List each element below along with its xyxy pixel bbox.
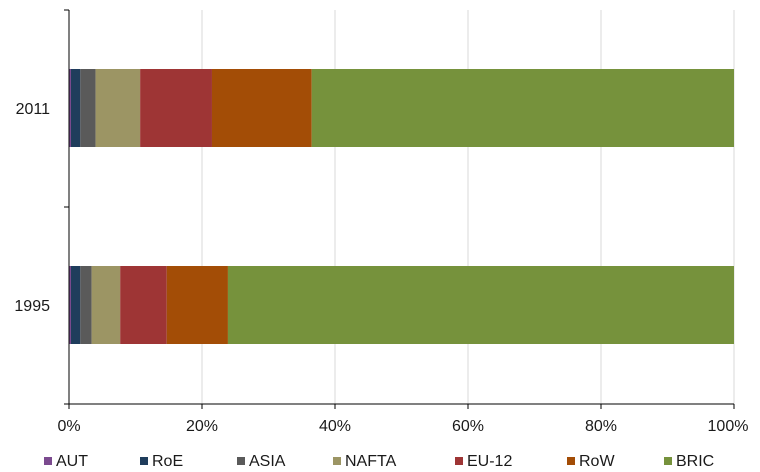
y-tick-labels: 2011 1995 <box>14 101 50 315</box>
bar-segment-eu-12-2011 <box>140 69 212 147</box>
legend-label: EU-12 <box>467 453 512 470</box>
bar-segment-nafta-1995 <box>91 266 121 344</box>
legend-label: RoW <box>579 453 615 470</box>
legend-swatch <box>567 457 575 465</box>
bar-segment-asia-1995 <box>80 266 92 344</box>
bar-segment-roe-2011 <box>70 69 81 147</box>
x-tick-label: 20% <box>186 418 218 435</box>
legend-item-aut: AUT <box>44 453 88 470</box>
legend-item-bric: BRIC <box>664 453 714 470</box>
legend-label: BRIC <box>676 453 714 470</box>
legend-swatch <box>664 457 672 465</box>
bar-segment-bric-1995 <box>227 266 734 344</box>
legend-item-asia: ASIA <box>237 453 286 470</box>
bar-segment-row-1995 <box>166 266 228 344</box>
legend-item-row: RoW <box>567 453 615 470</box>
legend-swatch <box>237 457 245 465</box>
bar-segment-eu-12-1995 <box>120 266 167 344</box>
legend-swatch <box>333 457 341 465</box>
bar-segment-roe-1995 <box>70 266 81 344</box>
x-tick-label: 40% <box>319 418 351 435</box>
legend: AUT RoE ASIA NAFTA EU-12 RoW BRIC <box>44 453 714 470</box>
y-tick-label: 1995 <box>14 298 50 315</box>
legend-swatch <box>455 457 463 465</box>
x-tick-label: 60% <box>452 418 484 435</box>
legend-label: NAFTA <box>345 453 397 470</box>
x-tick-label: 100% <box>708 418 749 435</box>
bar-segment-row-2011 <box>211 69 312 147</box>
bar-segment-bric-2011 <box>311 69 734 147</box>
legend-item-nafta: NAFTA <box>333 453 397 470</box>
x-tick-label: 0% <box>57 418 80 435</box>
bar-segment-nafta-2011 <box>95 69 141 147</box>
bar-segment-aut-1995 <box>69 266 71 344</box>
x-tick-labels: 0% 20% 40% 60% 80% 100% <box>57 418 748 435</box>
bar-segment-aut-2011 <box>69 69 71 147</box>
legend-label: RoE <box>152 453 183 470</box>
legend-item-eu-12: EU-12 <box>455 453 512 470</box>
x-tick-label: 80% <box>585 418 617 435</box>
axes <box>64 9 735 409</box>
legend-swatch <box>140 457 148 465</box>
y-tick-label: 2011 <box>16 101 51 118</box>
legend-label: ASIA <box>249 453 286 470</box>
legend-label: AUT <box>56 453 88 470</box>
legend-item-roe: RoE <box>140 453 183 470</box>
legend-swatch <box>44 457 52 465</box>
bar-segment-asia-2011 <box>80 69 96 147</box>
bars <box>69 69 734 344</box>
